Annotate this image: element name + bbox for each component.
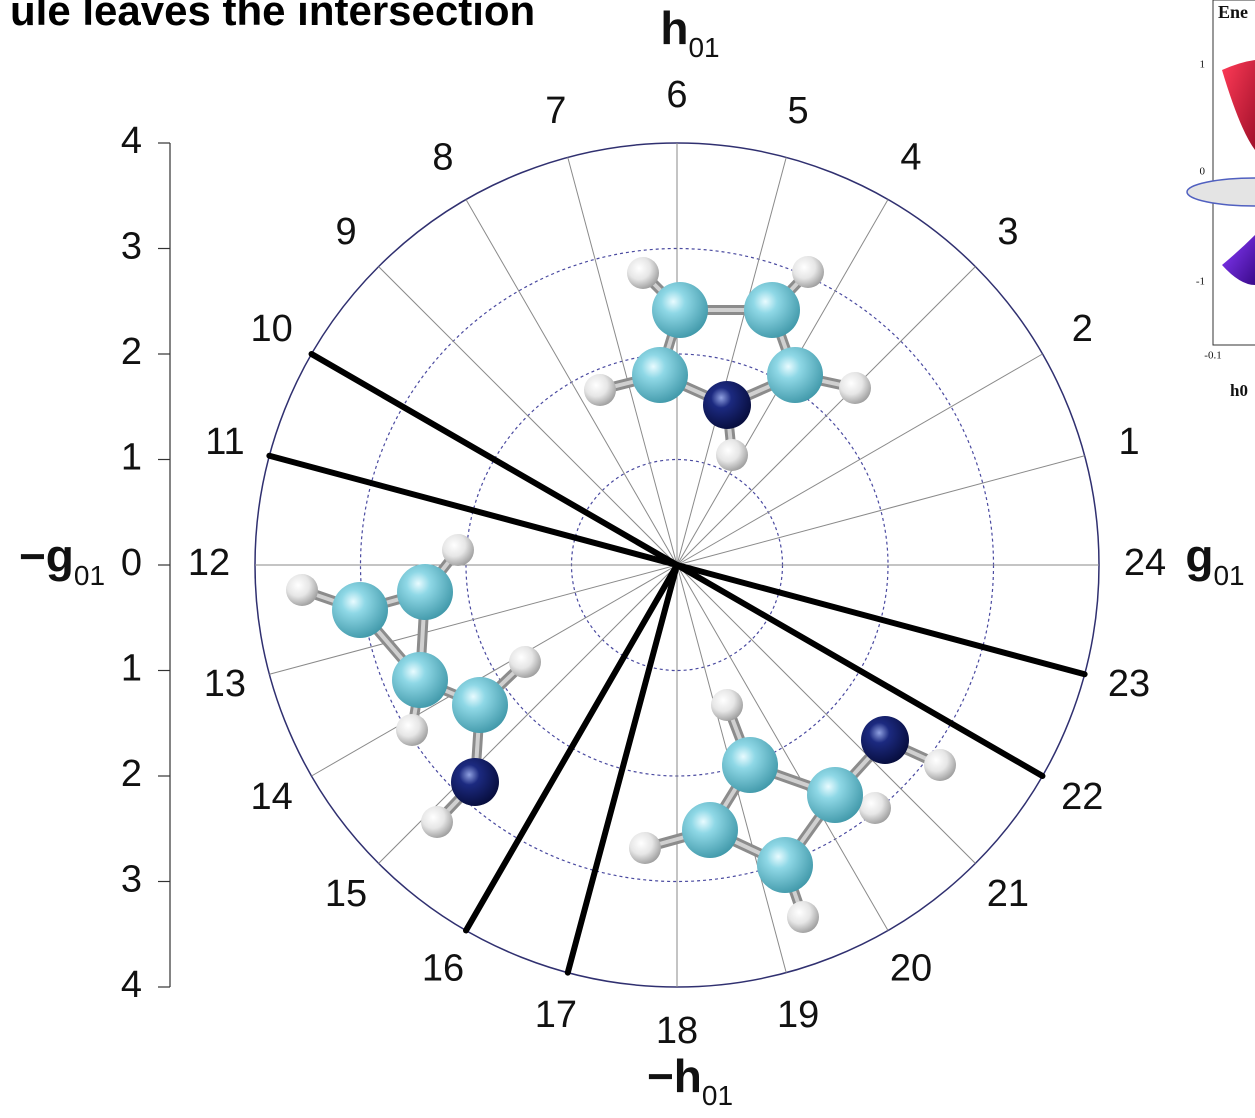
hydrogen-atom (584, 374, 616, 406)
carbon-atom (682, 802, 738, 858)
inset: Ene 1 0 -1 -0.1 h0 (1187, 0, 1255, 400)
hydrogen-atom (286, 574, 318, 606)
spoke-label: 12 (188, 542, 230, 584)
hydrogen-atom (421, 806, 453, 838)
axis-label-bottom: −h01 (647, 1050, 733, 1111)
carbon-atom (807, 767, 863, 823)
hydrogen-atom (839, 372, 871, 404)
spoke-label: 1 (1118, 421, 1139, 463)
carbon-atom (652, 282, 708, 338)
axis-tick-label: 4 (121, 120, 142, 162)
carbon-atom (392, 652, 448, 708)
spoke-label: 18 (656, 1010, 698, 1052)
carbon-atom (744, 282, 800, 338)
carbon-atom (632, 347, 688, 403)
molecule (286, 534, 541, 838)
inset-ytick: -1 (1196, 276, 1205, 288)
figure: ule leaves the intersection Ene 1 0 -1 -… (0, 0, 1255, 1118)
spoke-label: 17 (535, 994, 577, 1036)
hydrogen-atom (627, 257, 659, 289)
spoke-label: 14 (251, 776, 293, 818)
hydrogen-atom (792, 256, 824, 288)
hydrogen-atom (442, 534, 474, 566)
hydrogen-atom (924, 749, 956, 781)
spoke-label: 24 (1124, 542, 1166, 584)
carbon-atom (722, 737, 778, 793)
inset-ytick: 1 (1200, 59, 1206, 71)
intersection-plane (1187, 178, 1255, 206)
spoke-label: 19 (777, 994, 819, 1036)
axis-label-top: h01 (660, 2, 719, 63)
hydrogen-atom (396, 714, 428, 746)
spoke-label: 7 (545, 90, 566, 132)
bold-spoke (568, 565, 677, 973)
spoke-label: 21 (987, 873, 1029, 915)
bold-spoke (466, 565, 677, 930)
spoke-label: 16 (422, 947, 464, 989)
spoke-label: 6 (666, 74, 687, 116)
axis-tick-label: 1 (121, 437, 142, 479)
carbon-atom (767, 347, 823, 403)
molecule (629, 689, 956, 933)
hydrogen-atom (629, 832, 661, 864)
axis-tick-label: 2 (121, 753, 142, 795)
axis-tick-label: 4 (121, 964, 142, 1006)
hydrogen-atom (787, 901, 819, 933)
spoke-label: 23 (1108, 663, 1150, 705)
axis-tick-label: 3 (121, 226, 142, 268)
spoke-label: 20 (890, 947, 932, 989)
inset-frame (1213, 0, 1255, 345)
inset-title: Ene (1218, 2, 1248, 22)
spoke-label: 8 (432, 137, 453, 179)
inset-xlabel: h0 (1230, 381, 1248, 400)
bold-spoke (677, 565, 1085, 674)
spoke (269, 565, 677, 674)
title: ule leaves the intersection (10, 0, 535, 34)
hydrogen-atom (859, 792, 891, 824)
spoke-label: 5 (788, 90, 809, 132)
axis-tick-label: 0 (121, 542, 142, 584)
nitrogen-atom (861, 716, 909, 764)
hydrogen-atom (711, 689, 743, 721)
spoke-label: 22 (1061, 776, 1103, 818)
carbon-atom (397, 564, 453, 620)
axis-label-left: −g01 (19, 530, 105, 591)
spoke-label: 11 (205, 421, 244, 463)
spoke-label: 10 (251, 308, 293, 350)
spoke (677, 157, 786, 565)
spoke-label: 3 (997, 211, 1018, 253)
inset-ytick: 0 (1200, 166, 1206, 178)
spoke-label: 9 (336, 211, 357, 253)
nitrogen-atom (451, 758, 499, 806)
hydrogen-atom (509, 646, 541, 678)
axis-label-right: g01 (1185, 530, 1244, 591)
spoke-label: 4 (900, 137, 921, 179)
spoke-label: 15 (325, 873, 367, 915)
hydrogen-atom (716, 439, 748, 471)
axis-tick-label: 1 (121, 648, 142, 690)
carbon-atom (757, 837, 813, 893)
spoke-label: 2 (1072, 308, 1093, 350)
axis-tick-label: 3 (121, 859, 142, 901)
carbon-atom (452, 677, 508, 733)
inset-xtick: -0.1 (1204, 350, 1221, 362)
nitrogen-atom (703, 381, 751, 429)
carbon-atom (332, 582, 388, 638)
axis-tick-label: 2 (121, 331, 142, 373)
spoke-label: 13 (204, 663, 246, 705)
spoke (677, 456, 1085, 565)
molecule (584, 256, 871, 471)
